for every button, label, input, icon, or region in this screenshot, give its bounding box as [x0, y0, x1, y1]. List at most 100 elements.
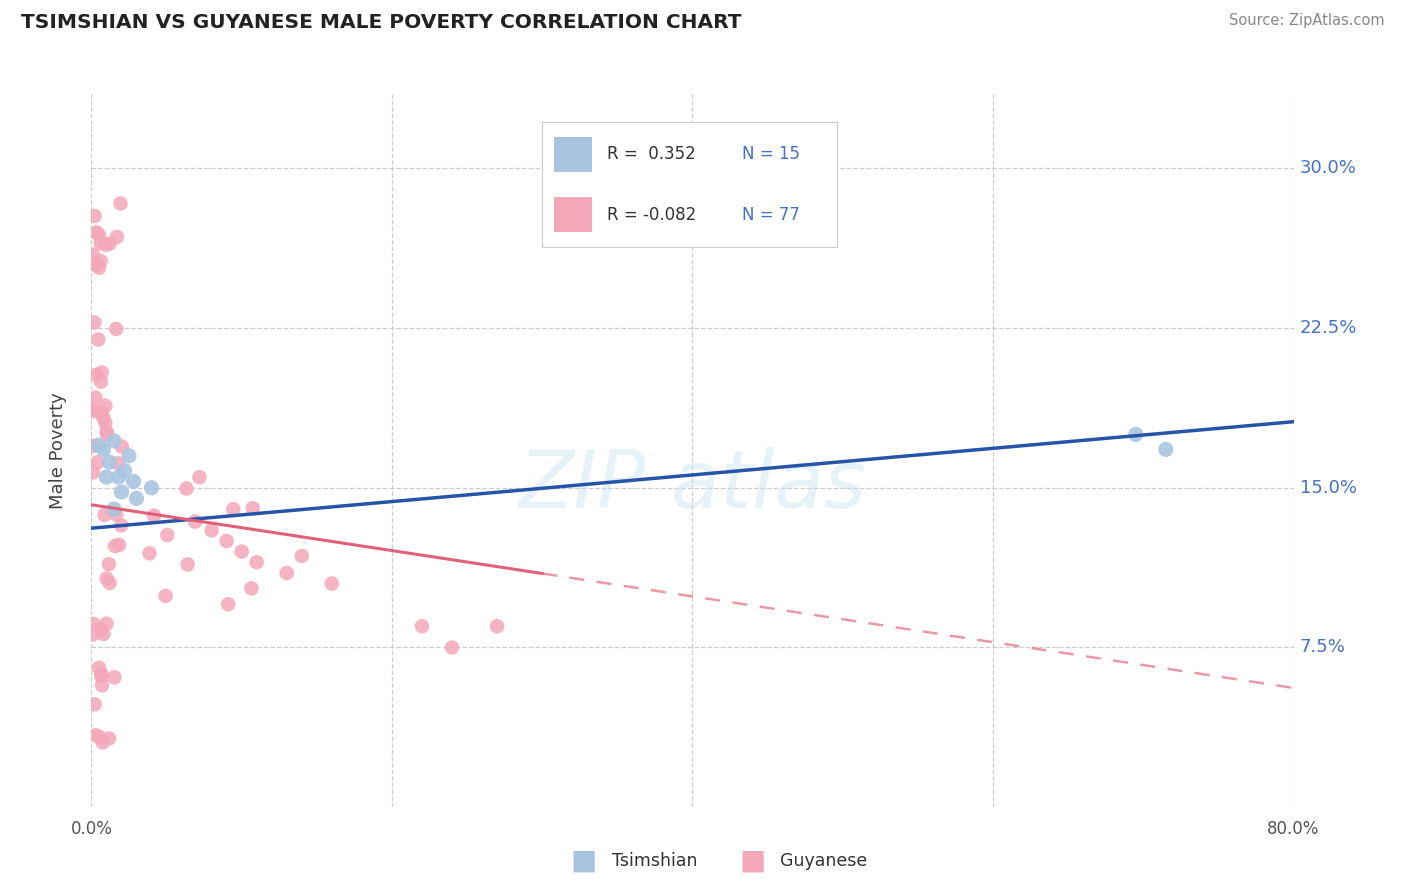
Point [84, 728, 107, 742]
Point [87, 661, 110, 675]
Point [86, 455, 108, 469]
Point [93, 508, 115, 522]
Text: Guyanese: Guyanese [780, 852, 868, 870]
Text: Male Poverty: Male Poverty [49, 392, 66, 508]
Point [125, 491, 148, 506]
Point [142, 508, 165, 523]
Point [1125, 427, 1147, 442]
Point [156, 528, 179, 542]
Point [90, 622, 112, 636]
Point [105, 230, 128, 244]
Point [110, 196, 132, 211]
Point [246, 555, 269, 569]
Point [90, 254, 112, 268]
Point [83, 316, 105, 330]
Point [242, 501, 264, 516]
Point [103, 670, 125, 684]
Point [104, 539, 127, 553]
Point [486, 619, 509, 633]
Point [94, 416, 117, 430]
Point [96, 470, 118, 484]
Point [83, 439, 105, 453]
Point [96, 425, 118, 439]
Point [176, 482, 198, 496]
Point [176, 558, 198, 572]
Point [111, 440, 134, 454]
Point [122, 475, 145, 489]
Text: Tsimshian: Tsimshian [612, 852, 697, 870]
Point [110, 518, 132, 533]
Point [96, 571, 118, 585]
Point [108, 538, 131, 552]
Point [96, 427, 118, 442]
Point [240, 582, 263, 596]
Point [184, 515, 207, 529]
Point [321, 576, 343, 591]
Point [98, 455, 121, 469]
Text: 22.5%: 22.5% [1299, 319, 1357, 337]
Text: 80.0%: 80.0% [1267, 820, 1320, 838]
Point [83, 209, 105, 223]
Point [107, 456, 129, 470]
Point [84, 368, 107, 382]
Point [86, 225, 108, 239]
Point [87, 438, 110, 452]
Point [291, 549, 314, 563]
Point [98, 236, 121, 251]
Point [97, 731, 120, 746]
Point [89, 260, 111, 275]
Point [83, 617, 105, 632]
Point [103, 502, 125, 516]
Text: 0.0%: 0.0% [70, 820, 112, 838]
Point [215, 533, 238, 548]
Point [231, 544, 253, 558]
Point [110, 485, 132, 500]
Point [84, 258, 107, 272]
Point [87, 333, 110, 347]
Text: Source: ZipAtlas.com: Source: ZipAtlas.com [1229, 13, 1385, 29]
Point [141, 481, 163, 495]
Text: ■: ■ [740, 847, 765, 875]
Point [82, 466, 104, 480]
Point [82, 402, 104, 417]
Text: 30.0%: 30.0% [1299, 159, 1357, 178]
Point [411, 619, 433, 633]
Text: TSIMSHIAN VS GUYANESE MALE POVERTY CORRELATION CHART: TSIMSHIAN VS GUYANESE MALE POVERTY CORRE… [21, 13, 741, 32]
Point [138, 546, 160, 560]
Point [90, 375, 112, 389]
Point [90, 669, 112, 683]
Point [87, 227, 110, 242]
Point [91, 406, 114, 420]
Point [82, 404, 104, 418]
Point [94, 237, 117, 252]
Point [98, 576, 121, 591]
Point [103, 434, 125, 448]
Point [1154, 442, 1177, 457]
Point [155, 589, 177, 603]
Point [97, 557, 120, 571]
Point [118, 449, 141, 463]
Point [276, 566, 298, 580]
Point [94, 399, 117, 413]
Point [222, 502, 245, 516]
Point [105, 322, 128, 336]
Point [96, 616, 118, 631]
Point [201, 524, 224, 538]
Point [217, 597, 239, 611]
Point [91, 735, 114, 749]
Point [84, 391, 107, 405]
Point [82, 247, 104, 261]
Point [91, 678, 114, 692]
Text: ■: ■ [571, 847, 596, 875]
Point [107, 470, 129, 484]
Text: ZIP atlas: ZIP atlas [519, 447, 866, 525]
Point [440, 640, 463, 655]
Point [87, 730, 110, 744]
Point [114, 464, 136, 478]
Point [83, 698, 105, 712]
Point [93, 627, 115, 641]
Point [90, 365, 112, 379]
Point [93, 411, 115, 425]
Point [93, 442, 115, 457]
Point [188, 470, 211, 484]
